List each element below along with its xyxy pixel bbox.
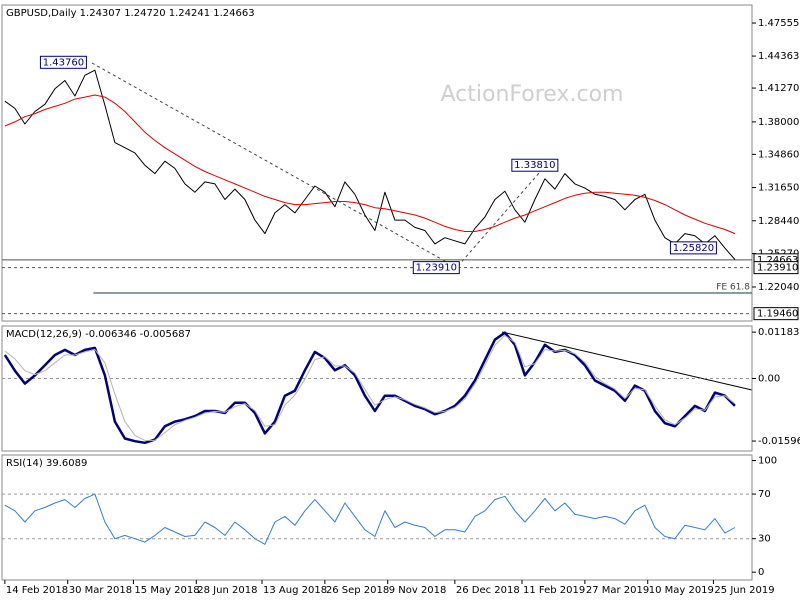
series-line — [4, 334, 736, 441]
x-tick-label: 15 May 2018 — [134, 585, 199, 596]
panel-frame — [1, 454, 753, 581]
annotation-box — [511, 158, 559, 172]
panel-title: MACD(12,26,9) -0.006346 -0.005687 — [6, 329, 191, 340]
panel-title: GBPUSD,Daily 1.24307 1.24720 1.24241 1.2… — [6, 8, 255, 19]
y-tick-label: 30 — [758, 534, 771, 545]
x-tick-label: 25 Jun 2019 — [714, 585, 774, 596]
y-tick-label: 0.00 — [758, 374, 780, 385]
y-tick-label: 70 — [758, 489, 771, 500]
series-line — [4, 69, 736, 260]
y-tick-label: 1.34860 — [758, 149, 799, 160]
x-tick-label: 26 Dec 2018 — [456, 585, 520, 596]
panel-frame — [1, 4, 753, 322]
fe-label: FE 61.8 — [716, 282, 750, 292]
x-tick-label: 27 Mar 2019 — [586, 585, 649, 596]
y-tick-label: 1.47555 — [758, 18, 799, 29]
level-box — [753, 261, 799, 275]
x-tick-label: 13 Aug 2018 — [263, 585, 327, 596]
y-tick-label: 1.38000 — [758, 117, 799, 128]
annotation-label: 1.25820 — [673, 243, 714, 254]
y-tick-label: 1.22040 — [758, 282, 799, 293]
y-tick-label: 0 — [758, 567, 764, 578]
y-tick-label: 1.31650 — [758, 183, 799, 194]
x-tick-label: 10 May 2019 — [649, 585, 714, 596]
level-box — [753, 307, 799, 321]
annotation-box — [39, 55, 87, 69]
trend-line — [457, 164, 547, 267]
x-tick-label: 26 Sep 2018 — [326, 585, 389, 596]
annotation-label: 1.43760 — [43, 57, 84, 68]
y-tick-label: 0.011831 — [758, 327, 800, 338]
y-tick-label: -0.01596 — [758, 436, 800, 447]
x-tick-label: 30 Mar 2018 — [69, 585, 132, 596]
x-tick-label: 11 Feb 2019 — [523, 585, 585, 596]
x-tick-label: 14 Feb 2018 — [6, 585, 68, 596]
level-label: 1.23910 — [757, 263, 798, 274]
y-tick-label: 1.28440 — [758, 216, 799, 227]
x-tick-label: 28 Jun 2018 — [197, 585, 257, 596]
level-label: 1.19460 — [757, 309, 798, 320]
series-line — [4, 94, 736, 235]
trend-line — [91, 62, 453, 266]
annotation-box — [412, 261, 460, 275]
watermark: ActionForex.com — [441, 82, 624, 107]
series-line — [3, 331, 736, 445]
panel-title: RSI(14) 39.6089 — [6, 458, 87, 469]
annotation-box — [669, 241, 717, 255]
series-line — [4, 493, 736, 545]
annotation-label: 1.23910 — [416, 263, 457, 274]
level-label: 1.24663 — [757, 255, 798, 266]
panel-frame — [1, 325, 753, 452]
macd-trend-line — [501, 331, 753, 391]
annotation-label: 1.33810 — [514, 160, 555, 171]
y-tick-label: 100 — [758, 456, 777, 467]
y-tick-label: 1.41270 — [758, 83, 799, 94]
y-tick-label: 1.44363 — [758, 51, 799, 62]
x-tick-label: 9 Nov 2018 — [389, 585, 447, 596]
